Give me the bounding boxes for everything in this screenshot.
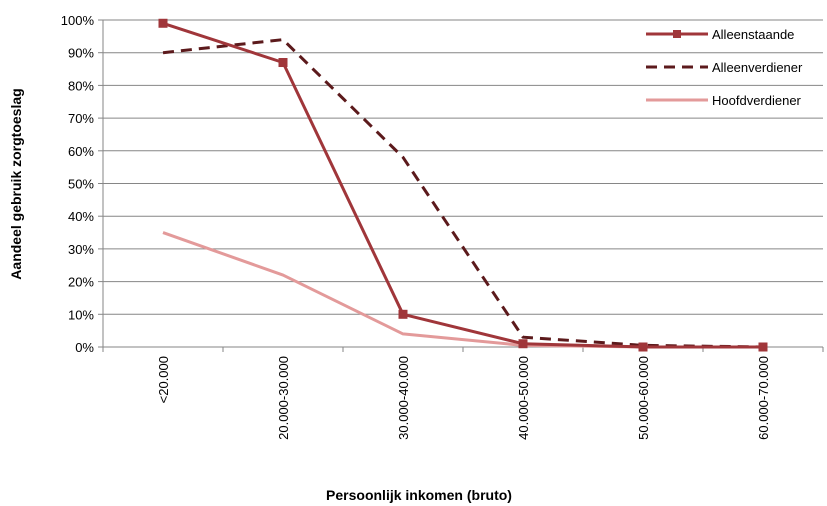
x-tick-label: 50.000-60.000 xyxy=(636,356,651,440)
y-tick-label: 90% xyxy=(68,46,94,61)
legend-marker xyxy=(673,30,681,38)
data-point-marker xyxy=(638,342,648,352)
y-tick-label: 10% xyxy=(68,307,94,322)
y-tick-label: 30% xyxy=(68,242,94,257)
legend-label: Alleenverdiener xyxy=(712,60,803,75)
y-tick-label: 20% xyxy=(68,275,94,290)
series-markers xyxy=(158,18,768,352)
x-axis-title: Persoonlijk inkomen (bruto) xyxy=(326,487,512,503)
x-tick-label: 40.000-50.000 xyxy=(516,356,531,440)
x-tick-label: 60.000-70.000 xyxy=(756,356,771,440)
series-line-alleenstaande xyxy=(162,21,763,349)
y-tick-label: 0% xyxy=(75,340,94,355)
data-point-marker xyxy=(158,18,168,28)
data-point-marker xyxy=(398,309,408,319)
x-tick-label: 30.000-40.000 xyxy=(396,356,411,440)
legend: Alleenstaande Alleenverdiener Hoofdverdien… xyxy=(646,27,803,108)
x-tick-label: <20.000 xyxy=(156,356,171,403)
series-line-alleenverdiener xyxy=(162,38,764,349)
y-axis-title: Aandeel gebruik zorgtoeslag xyxy=(8,88,24,279)
legend-label: Hoofdverdiener xyxy=(712,93,802,108)
x-tick-labels: <20.000 20.000-30.000 30.000-40.000 40.000-… xyxy=(156,356,771,440)
data-point-marker xyxy=(278,58,288,68)
data-point-marker xyxy=(758,342,768,352)
y-tick-label: 100% xyxy=(61,13,95,28)
y-tick-label: 40% xyxy=(68,209,94,224)
y-tick-label: 50% xyxy=(68,177,94,192)
gridlines xyxy=(103,19,823,315)
y-tick-labels: 0% 10% 20% 30% 40% 50% 60% 70% 80% 90% 100% xyxy=(61,13,95,355)
x-tick-label: 20.000-30.000 xyxy=(276,356,291,440)
y-tick-label: 60% xyxy=(68,144,94,159)
y-tick-label: 70% xyxy=(68,111,94,126)
data-point-marker xyxy=(518,339,528,349)
y-tick-label: 80% xyxy=(68,78,94,93)
series-lines xyxy=(162,21,764,349)
legend-label: Alleenstaande xyxy=(712,27,794,42)
